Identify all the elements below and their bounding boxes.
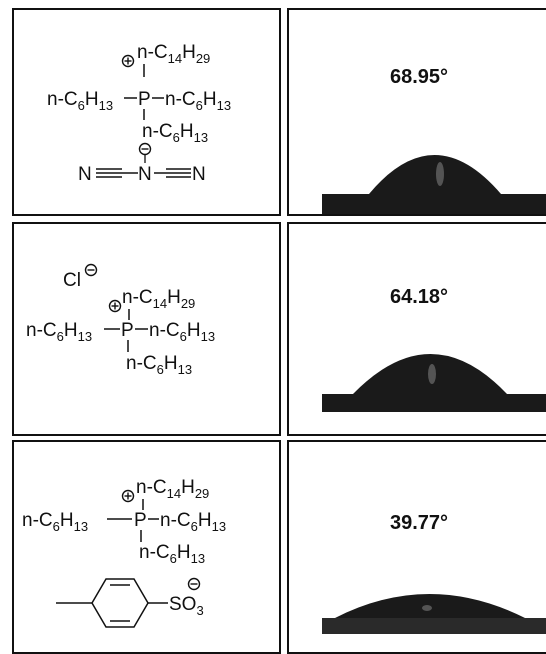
molecule-tosylate: n-C14H29 n-C6H13 P n-C6H13 n-C6H13 SO3 [22,477,226,628]
molecule-chloride: Cl n-C14H29 n-C6H13 P n-C6H13 n-C6H13 [26,263,215,377]
substrate [322,194,546,214]
positive-charge-icon [121,489,135,503]
negative-charge-icon [138,142,152,156]
contact-angle-value: 39.77° [389,512,449,534]
top-chain-label: n-C14H29 [137,42,210,66]
positive-charge-icon [121,54,135,68]
nitrile-nitrogen-left: N [78,164,92,185]
benzene-ring [56,578,168,628]
structure-panel-dicyanamide: n-C14H29 n-C6H13 P n-C6H13 n-C6H13 N N N [12,8,281,216]
droplet-image-1 [322,155,546,214]
molecule-dicyanamide: n-C14H29 n-C6H13 P n-C6H13 n-C6H13 N N N [47,42,231,185]
top-chain-label: n-C14H29 [136,477,209,501]
sulfonate-group: SO3 [169,594,204,618]
bottom-chain-label: n-C6H13 [126,353,192,377]
right-chain-label: n-C6H13 [165,89,231,113]
droplet [369,155,501,194]
droplet-image-2 [322,354,546,412]
bottom-chain-label: n-C6H13 [142,121,208,145]
right-chain-label: n-C6H13 [149,320,215,344]
chloride-label: Cl [63,270,81,291]
nitrile-nitrogen-right: N [192,164,206,185]
left-chain-label: n-C6H13 [22,510,88,534]
left-chain-label: n-C6H13 [26,320,92,344]
phosphorus-atom: P [134,510,147,531]
substrate [322,394,546,412]
contact-angle-panel-2: 64.18° [287,222,546,436]
top-chain-label: n-C14H29 [122,287,195,311]
left-chain-label: n-C6H13 [47,89,113,113]
substrate [322,618,546,634]
bottom-chain-label: n-C6H13 [139,542,205,566]
amide-nitrogen: N [138,164,152,185]
contact-angle-value: 64.18° [389,286,449,308]
phosphorus-atom: P [138,89,151,110]
positive-charge-icon [108,299,122,313]
structure-panel-chloride: Cl n-C14H29 n-C6H13 P n-C6H13 n-C6H13 [12,222,281,436]
contact-angle-panel-3: 39.77° [287,440,546,654]
negative-charge-icon [187,577,201,591]
phosphorus-atom: P [121,320,134,341]
contact-angle-panel-1: 68.95° [287,8,546,216]
droplet-image-3 [322,594,546,634]
negative-charge-icon [84,263,98,277]
contact-angle-value: 68.95° [389,66,449,88]
right-chain-label: n-C6H13 [160,510,226,534]
structure-panel-tosylate: n-C14H29 n-C6H13 P n-C6H13 n-C6H13 SO3 [12,440,281,654]
